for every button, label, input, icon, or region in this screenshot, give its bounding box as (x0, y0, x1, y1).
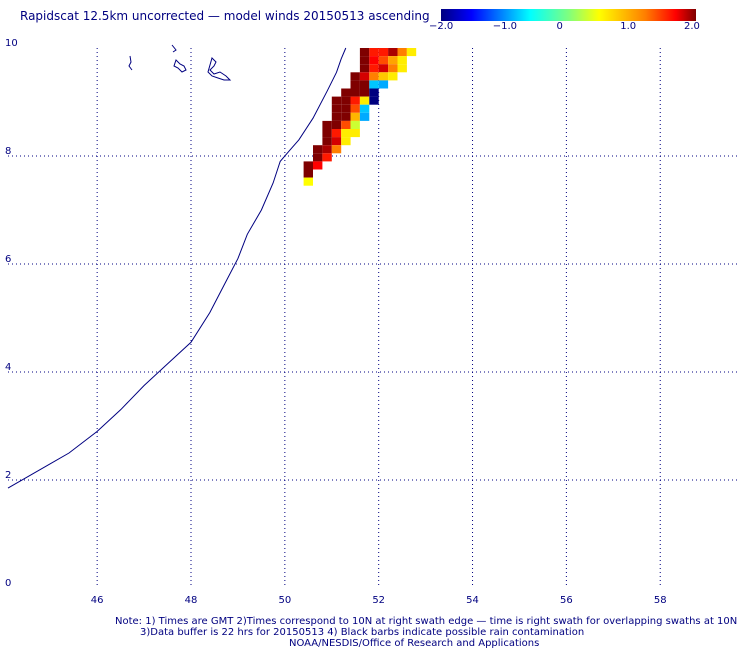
swath-cell (369, 64, 379, 73)
swath-cell (341, 88, 351, 97)
swath-cell (350, 120, 360, 129)
colorbar-gradient (441, 9, 696, 21)
swath-cell (359, 64, 370, 73)
swath-cell (388, 64, 398, 73)
y-tick-label: 8 (5, 146, 11, 157)
x-tick-label: 54 (466, 595, 479, 606)
swath-cell (313, 161, 323, 170)
swath-cell (388, 56, 398, 65)
colorbar-tick-label: 1.0 (620, 21, 637, 32)
swath-cell (303, 169, 313, 178)
y-tick-label: 4 (5, 362, 11, 373)
swath-cell (303, 177, 313, 186)
swath-cell (331, 96, 342, 105)
x-tick-label: 56 (560, 595, 573, 606)
y-tick-label: 10 (5, 38, 18, 49)
x-tick-label: 58 (654, 595, 667, 606)
colorbar-tick-label: −1.0 (492, 21, 518, 32)
x-tick-label: 46 (91, 595, 104, 606)
swath-cell (322, 137, 332, 146)
swath-cell (359, 104, 370, 113)
swath-cell (378, 48, 389, 57)
note-line-2: 3)Data buffer is 22 hrs for 20150513 4) … (140, 627, 585, 638)
swath-cell (359, 88, 370, 97)
x-tick-label: 48 (185, 595, 198, 606)
swath-cell (378, 80, 389, 89)
swath-cell (322, 145, 332, 154)
swath-cell (341, 104, 351, 113)
x-tick-label: 50 (278, 595, 291, 606)
colorbar-tick-label: 0 (556, 21, 563, 32)
colorbar-tick-label: −2.0 (429, 21, 454, 32)
grid (8, 48, 740, 588)
swath-cell (388, 48, 398, 57)
swath-cell (331, 104, 342, 113)
swath-cell (397, 64, 407, 73)
swath-cell (359, 112, 370, 121)
colorbar-tick-label: 2.0 (684, 21, 700, 32)
islands (128, 44, 232, 81)
swath-cell (341, 129, 351, 138)
y-tick-label: 0 (5, 578, 11, 589)
swath-cell (369, 72, 379, 81)
swath-cell (303, 161, 313, 170)
island-3 (173, 59, 187, 73)
swath-cell (359, 48, 370, 57)
island-1 (128, 55, 133, 71)
y-tick-label: 6 (5, 254, 11, 265)
swath-cell (350, 80, 360, 89)
island-4 (207, 57, 232, 81)
swath-cell (359, 96, 370, 105)
swath-cell (341, 137, 351, 146)
swath-cell (350, 72, 360, 81)
swath-cell (331, 120, 342, 129)
swath-cell (322, 153, 332, 162)
note-line-3: NOAA/NESDIS/Office of Research and Appli… (289, 638, 540, 649)
swath-cell (378, 72, 389, 81)
swath-cell (322, 129, 332, 138)
swath-cell (331, 137, 342, 146)
swath-cell (341, 96, 351, 105)
swath-cell (369, 96, 379, 105)
swath-cell (369, 48, 379, 57)
swath-cell (322, 120, 332, 129)
swath-cell (369, 88, 379, 97)
swath-cell (350, 129, 360, 138)
swath-cell (341, 112, 351, 121)
swath-cell (397, 56, 407, 65)
swath-cell (359, 80, 370, 89)
swath-cell (331, 145, 342, 154)
swath-cell (369, 56, 379, 65)
swath-cell (388, 72, 398, 81)
swath-cell (331, 112, 342, 121)
swath-cell (313, 145, 323, 154)
x-tick-label: 52 (372, 595, 385, 606)
swath-cell (369, 80, 379, 89)
coastline (7, 47, 347, 489)
swath-cell (378, 56, 389, 65)
swath-cell (359, 72, 370, 81)
swath-cell (350, 104, 360, 113)
swath-cell (359, 56, 370, 65)
swath-cell (397, 48, 407, 57)
swath-cell (331, 129, 342, 138)
island-2 (171, 44, 177, 53)
y-tick-label: 2 (5, 470, 11, 481)
swath-cell (313, 153, 323, 162)
swath-cell (350, 88, 360, 97)
map-title: Rapidscat 12.5km uncorrected — model win… (20, 9, 430, 23)
swath-cell (406, 48, 417, 57)
colorbar (441, 9, 696, 21)
swath-cell (378, 64, 389, 73)
swath-cell (350, 112, 360, 121)
note-line-1: Note: 1) Times are GMT 2)Times correspon… (115, 616, 738, 627)
wind-swath (303, 48, 417, 186)
swath-cell (350, 96, 360, 105)
swath-cell (341, 120, 351, 129)
